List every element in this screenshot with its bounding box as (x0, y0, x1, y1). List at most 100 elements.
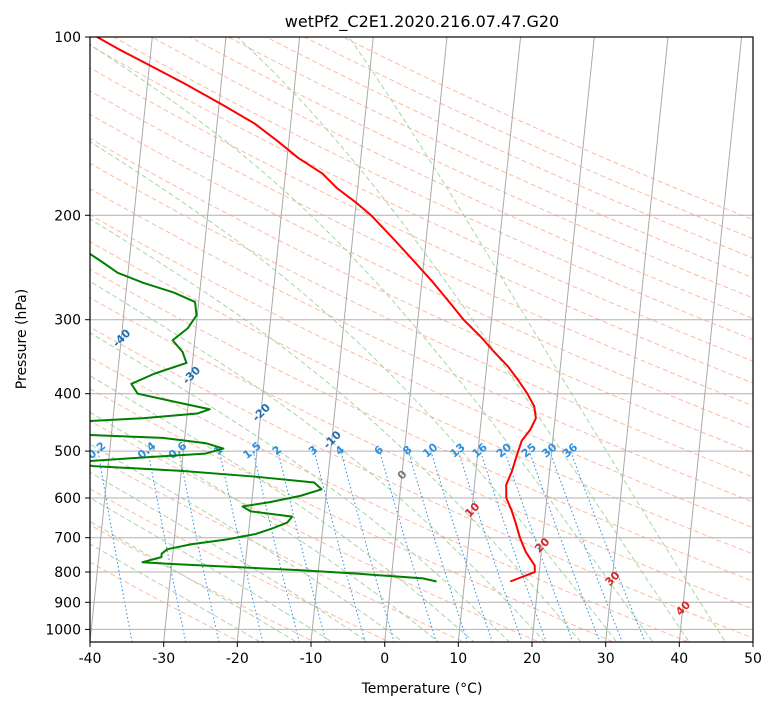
mixing-ratio-label: 36 (560, 440, 580, 460)
dry-adiabat (90, 137, 753, 454)
dry-adiabat (90, 561, 242, 642)
moist-adiabat (90, 141, 618, 642)
isotherm (605, 37, 669, 642)
dry-adiabat (90, 488, 391, 642)
y-tick-label: 800 (54, 565, 81, 581)
moist-adiabat (348, 37, 727, 642)
moist-adiabat (90, 497, 333, 642)
line-labels: 0.10.20.40.611.52346810131620253036-100-… (42, 273, 693, 618)
dry-adiabat (112, 37, 753, 341)
moist-adiabat (90, 332, 511, 642)
mixing-ratio-line (430, 450, 493, 642)
y-tick-label: 600 (54, 491, 81, 507)
moist-adiabat (90, 43, 654, 642)
isotherm (0, 37, 5, 642)
dry-adiabat (90, 297, 753, 610)
profile-lines (90, 37, 537, 583)
dry-adiabat (90, 214, 753, 529)
x-tick-label: 50 (744, 651, 762, 667)
mixing-ratio-label: 30 (539, 440, 559, 460)
mixing-ratio-label: 2 (270, 443, 284, 458)
y-tick-label: 100 (54, 30, 81, 46)
dry-adiabat (90, 90, 753, 407)
plot-frame (89, 36, 754, 643)
dry-adiabat (90, 388, 615, 642)
x-axis-title: Temperature (°C) (361, 681, 483, 697)
dry-adiabat (90, 453, 466, 642)
chart-title: wetPf2_C2E1.2020.216.07.47.G20 (285, 12, 559, 32)
y-tick-label: 300 (54, 313, 81, 329)
mixing-ratio-label: 6 (372, 443, 386, 458)
moist-adiabat (90, 218, 582, 642)
x-tick-label: -10 (300, 651, 323, 667)
dry-adiabat (90, 113, 753, 430)
isotherm (457, 37, 522, 642)
x-tick-label: 40 (670, 651, 688, 667)
dry-adiabat (90, 67, 753, 384)
y-tick-label: 200 (54, 208, 81, 224)
isotherm (163, 37, 227, 642)
dry-adiabat (265, 37, 753, 259)
isotherm (531, 37, 595, 642)
dry-adiabat (90, 188, 753, 503)
y-tick-label: 900 (54, 595, 81, 611)
x-tick-label: -30 (152, 651, 175, 667)
mixing-ratio-label: 10 (420, 440, 440, 460)
x-tick-label: 0 (380, 651, 389, 667)
dry-adiabat (90, 268, 753, 582)
mixing-ratio-label: 8 (400, 443, 414, 458)
y-axis: 100 200 300 400 500 600 700 800 900 1000 (45, 30, 90, 638)
dry-adiabat (227, 37, 753, 279)
x-tick-label: 30 (597, 651, 615, 667)
grid (90, 36, 753, 630)
isotherm-label: -40 (110, 326, 133, 349)
dry-adiabat (90, 420, 541, 642)
background-lines (0, 37, 753, 642)
isotherm (384, 37, 448, 642)
isotherm (236, 37, 301, 642)
dry-adiabat (341, 37, 753, 221)
mixing-ratio-label: 20 (494, 440, 514, 460)
dry-adiabat (90, 162, 753, 478)
x-axis: -40 -30 -20 -10 0 10 20 30 40 50 (79, 642, 762, 667)
dry-adiabat (90, 44, 753, 362)
moist-adiabat (90, 411, 440, 642)
x-tick-label: -40 (79, 651, 102, 667)
dry-adiabat (303, 37, 753, 240)
mixing-ratio-label: 3 (306, 443, 320, 458)
dewpoint-line (90, 252, 437, 583)
moist-adiabat (90, 280, 546, 642)
isotherm-label: -20 (250, 401, 273, 424)
mixing-ratio-label: 0.6 (166, 439, 190, 462)
y-tick-label: 1000 (45, 622, 81, 638)
temperature-line (96, 37, 537, 583)
y-tick-label: 500 (54, 444, 81, 460)
dry-adiabat (90, 524, 316, 642)
y-axis-title: Pressure (hPa) (14, 289, 30, 389)
moist-adiabat (90, 471, 369, 642)
moist-adiabat (236, 37, 690, 642)
mixing-ratio-label: 13 (448, 441, 468, 461)
moist-adiabat (90, 543, 262, 642)
mixing-ratio-label: 16 (470, 440, 490, 460)
moist-adiabat (90, 375, 475, 642)
mixing-ratio-label: 1.5 (241, 439, 264, 461)
isotherm (90, 37, 153, 642)
y-tick-label: 400 (54, 387, 81, 403)
dry-adiabat (90, 356, 690, 642)
y-tick-label: 700 (54, 531, 81, 547)
isotherm-label: 40 (673, 598, 693, 618)
moist-adiabat (90, 520, 298, 642)
mixing-ratio-line (97, 451, 133, 642)
isotherm-label: -50 (42, 273, 65, 296)
isotherm (310, 37, 374, 642)
moist-adiabat (90, 443, 404, 642)
x-tick-label: 10 (449, 651, 467, 667)
mixing-ratio-line (457, 450, 523, 642)
dry-adiabat (150, 37, 753, 320)
isotherm (678, 37, 743, 642)
mixing-ratio-line (313, 450, 366, 642)
x-tick-label: 20 (523, 651, 541, 667)
dry-adiabat (90, 241, 753, 555)
